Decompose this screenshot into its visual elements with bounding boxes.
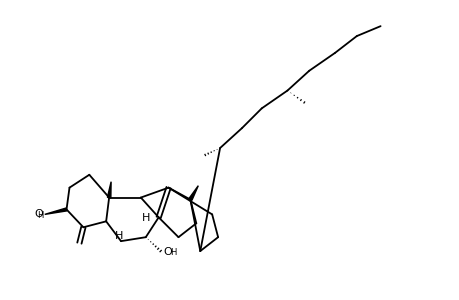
Text: O: O	[163, 247, 172, 257]
Text: H: H	[141, 213, 150, 224]
Text: H: H	[170, 248, 177, 256]
Polygon shape	[45, 208, 67, 214]
Polygon shape	[107, 182, 111, 198]
Text: O: O	[34, 209, 43, 219]
Polygon shape	[189, 186, 198, 200]
Text: H: H	[37, 211, 43, 220]
Text: H: H	[115, 231, 123, 241]
